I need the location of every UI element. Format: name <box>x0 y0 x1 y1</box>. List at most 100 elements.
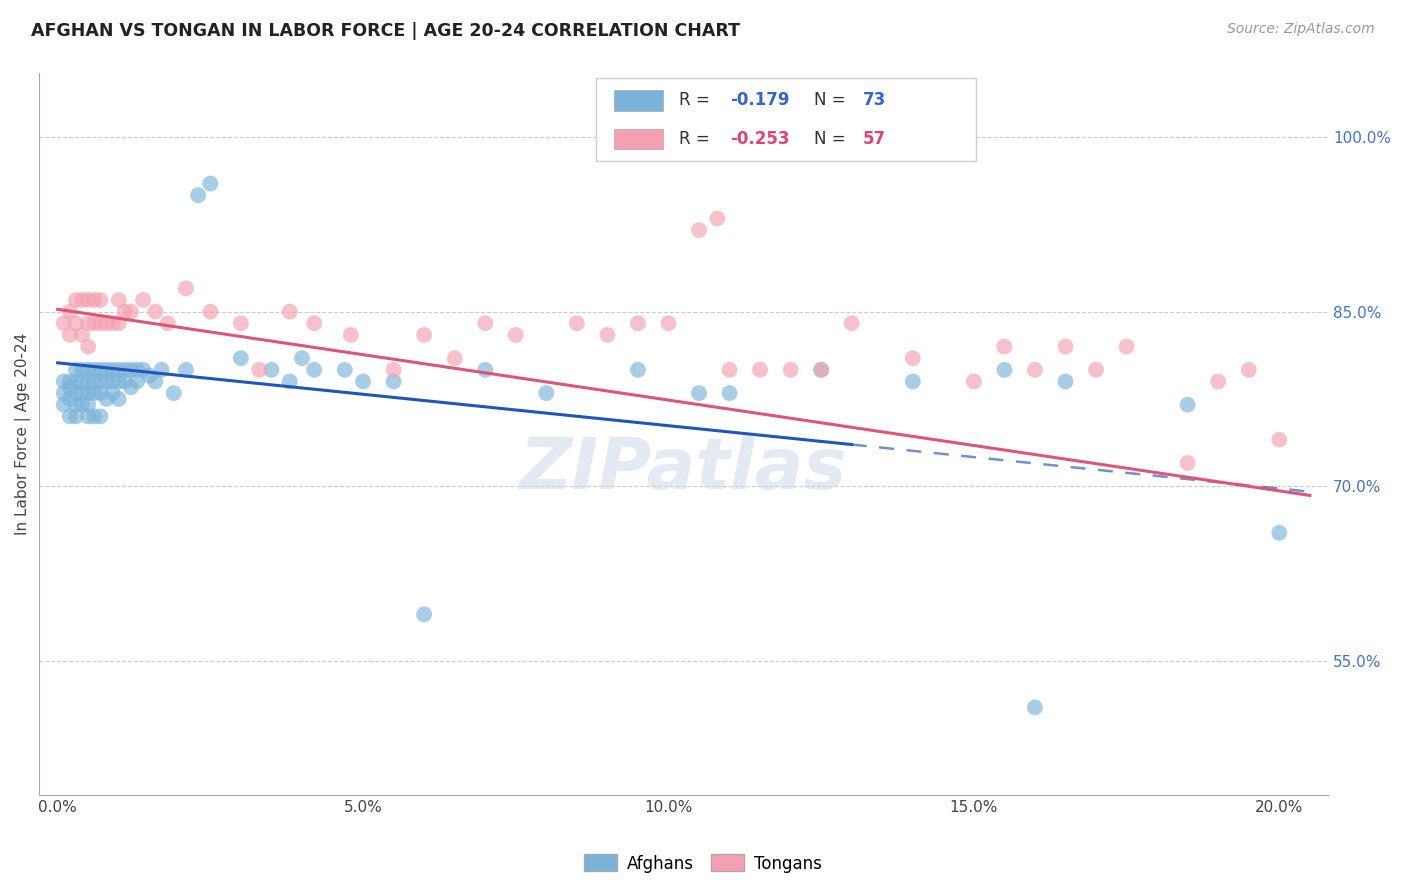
Point <box>107 316 129 330</box>
Point <box>993 339 1015 353</box>
Point <box>77 293 100 307</box>
Point <box>101 375 124 389</box>
Point <box>145 304 167 318</box>
Text: N =: N = <box>814 129 851 147</box>
Point <box>333 363 356 377</box>
Point <box>352 375 374 389</box>
Point <box>120 380 142 394</box>
Point <box>65 409 87 424</box>
Point <box>65 363 87 377</box>
Point <box>89 375 111 389</box>
Point <box>83 316 105 330</box>
Point <box>565 316 588 330</box>
Text: N =: N = <box>814 92 851 110</box>
Point <box>77 363 100 377</box>
Point <box>89 293 111 307</box>
Point <box>70 375 93 389</box>
Point <box>89 409 111 424</box>
Point <box>89 386 111 401</box>
Point <box>70 386 93 401</box>
Point <box>382 375 405 389</box>
Point <box>120 304 142 318</box>
Point <box>101 386 124 401</box>
Point <box>474 316 496 330</box>
Point <box>1268 525 1291 540</box>
Point <box>413 327 436 342</box>
Point <box>260 363 283 377</box>
Point <box>174 363 197 377</box>
Point <box>174 281 197 295</box>
Point <box>107 392 129 406</box>
Point <box>302 363 325 377</box>
Point <box>70 327 93 342</box>
Point <box>83 386 105 401</box>
Point <box>120 363 142 377</box>
Point <box>65 398 87 412</box>
FancyBboxPatch shape <box>614 128 664 149</box>
Point <box>200 177 222 191</box>
Point <box>83 293 105 307</box>
Text: 73: 73 <box>863 92 886 110</box>
Point <box>65 386 87 401</box>
Point <box>1115 339 1137 353</box>
Point <box>114 363 136 377</box>
Y-axis label: In Labor Force | Age 20-24: In Labor Force | Age 20-24 <box>15 333 31 535</box>
Text: -0.179: -0.179 <box>730 92 790 110</box>
Point <box>627 316 650 330</box>
Point <box>70 398 93 412</box>
Point <box>83 363 105 377</box>
Text: Source: ZipAtlas.com: Source: ZipAtlas.com <box>1227 22 1375 37</box>
Point <box>65 316 87 330</box>
Point <box>77 375 100 389</box>
Point <box>52 316 75 330</box>
Point <box>993 363 1015 377</box>
Point <box>200 304 222 318</box>
Point <box>749 363 772 377</box>
Point <box>443 351 465 366</box>
Point <box>718 386 741 401</box>
Point <box>1237 363 1260 377</box>
Point <box>96 316 118 330</box>
Legend: Afghans, Tongans: Afghans, Tongans <box>578 847 828 880</box>
Point <box>52 375 75 389</box>
Point <box>810 363 832 377</box>
Point <box>59 380 82 394</box>
Point <box>132 363 155 377</box>
Point <box>706 211 728 226</box>
Point <box>187 188 209 202</box>
Point <box>114 304 136 318</box>
Point <box>96 392 118 406</box>
Point <box>77 339 100 353</box>
Point <box>413 607 436 622</box>
Point <box>291 351 314 366</box>
Point <box>278 304 301 318</box>
Point <box>536 386 558 401</box>
Point <box>59 304 82 318</box>
Text: ZIPatlas: ZIPatlas <box>520 435 848 504</box>
Point <box>1177 456 1199 470</box>
Text: 57: 57 <box>863 129 886 147</box>
Point <box>505 327 527 342</box>
Point <box>901 351 924 366</box>
Point <box>89 316 111 330</box>
Point <box>101 316 124 330</box>
Point <box>247 363 270 377</box>
Point <box>627 363 650 377</box>
Point <box>77 398 100 412</box>
Point <box>156 316 179 330</box>
Point <box>1054 375 1077 389</box>
Point <box>77 316 100 330</box>
Point <box>59 409 82 424</box>
Point <box>340 327 363 342</box>
Point <box>688 386 710 401</box>
Point <box>70 363 93 377</box>
Point <box>810 363 832 377</box>
FancyBboxPatch shape <box>596 78 976 161</box>
Point <box>70 293 93 307</box>
Point <box>1085 363 1108 377</box>
Point <box>718 363 741 377</box>
Point <box>1177 398 1199 412</box>
Point <box>474 363 496 377</box>
Point <box>1268 433 1291 447</box>
Point <box>77 386 100 401</box>
